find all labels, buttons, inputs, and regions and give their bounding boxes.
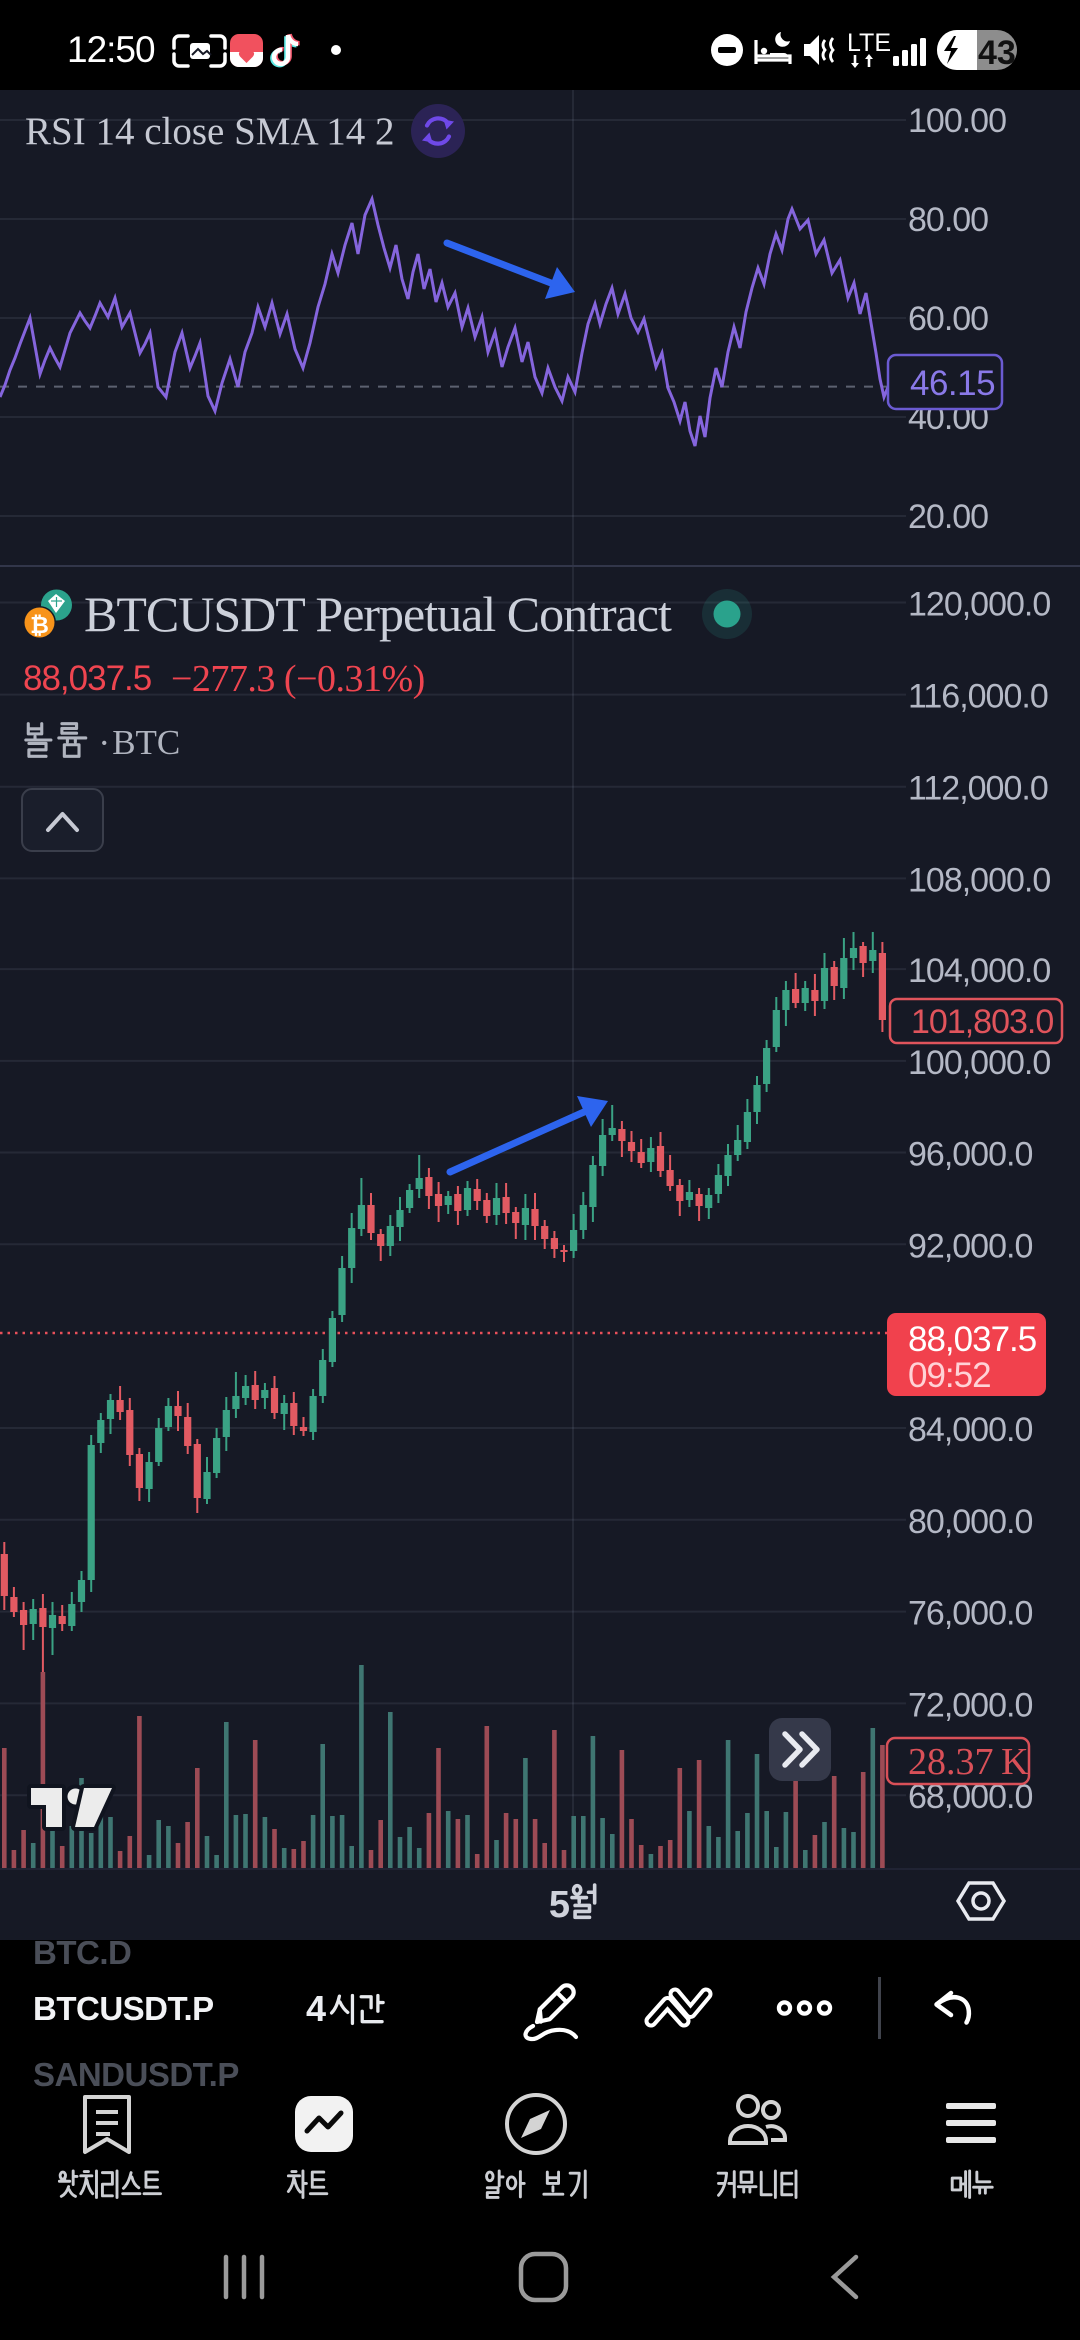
svg-text:96,000.0: 96,000.0 xyxy=(908,1136,1032,1174)
svg-text:80.00: 80.00 xyxy=(908,201,988,239)
svg-text:100,000.0: 100,000.0 xyxy=(908,1044,1050,1082)
svg-text:₿: ₿ xyxy=(30,612,49,638)
svg-text:BTC: BTC xyxy=(112,723,180,762)
svg-text:SANDUSDT.P: SANDUSDT.P xyxy=(33,2056,239,2093)
svg-text:80,000.0: 80,000.0 xyxy=(908,1503,1032,1541)
svg-text:76,000.0: 76,000.0 xyxy=(908,1595,1032,1633)
svg-text:46.15: 46.15 xyxy=(910,364,995,403)
svg-text:116,000.0: 116,000.0 xyxy=(908,678,1048,716)
svg-text:84,000.0: 84,000.0 xyxy=(908,1411,1032,1449)
svg-text:120,000.0: 120,000.0 xyxy=(908,586,1050,624)
svg-text:BTCUSDT.P: BTCUSDT.P xyxy=(33,1990,214,2027)
svg-text:88,037.5: 88,037.5 xyxy=(908,1320,1036,1359)
svg-text:104,000.0: 104,000.0 xyxy=(908,952,1050,990)
svg-text:108,000.0: 108,000.0 xyxy=(908,861,1050,899)
svg-text:12:50: 12:50 xyxy=(67,29,155,70)
svg-text:09:52: 09:52 xyxy=(908,1356,991,1395)
svg-text:BTC.D: BTC.D xyxy=(33,1934,131,1971)
svg-text:5: 5 xyxy=(549,1884,570,1926)
svg-text:28.37 K: 28.37 K xyxy=(908,1741,1029,1783)
svg-text:88,037.5: 88,037.5 xyxy=(23,659,151,698)
svg-text:RSI 14 close SMA 14 2: RSI 14 close SMA 14 2 xyxy=(25,110,394,153)
svg-text:112,000.0: 112,000.0 xyxy=(908,770,1048,808)
svg-text:60.00: 60.00 xyxy=(908,300,988,338)
svg-text:BTCUSDT Perpetual Contract: BTCUSDT Perpetual Contract xyxy=(84,586,672,642)
svg-text:92,000.0: 92,000.0 xyxy=(908,1227,1032,1265)
svg-text:101,803.0: 101,803.0 xyxy=(911,1003,1053,1041)
svg-text:LTE: LTE xyxy=(847,29,891,57)
svg-text:·: · xyxy=(98,723,110,763)
svg-text:20.00: 20.00 xyxy=(908,498,988,536)
svg-text:4: 4 xyxy=(306,1988,326,2029)
svg-text:−277.3 (−0.31%): −277.3 (−0.31%) xyxy=(171,658,425,700)
svg-text:72,000.0: 72,000.0 xyxy=(908,1686,1032,1724)
svg-text:100.00: 100.00 xyxy=(908,102,1006,140)
svg-text:43: 43 xyxy=(978,34,1016,72)
